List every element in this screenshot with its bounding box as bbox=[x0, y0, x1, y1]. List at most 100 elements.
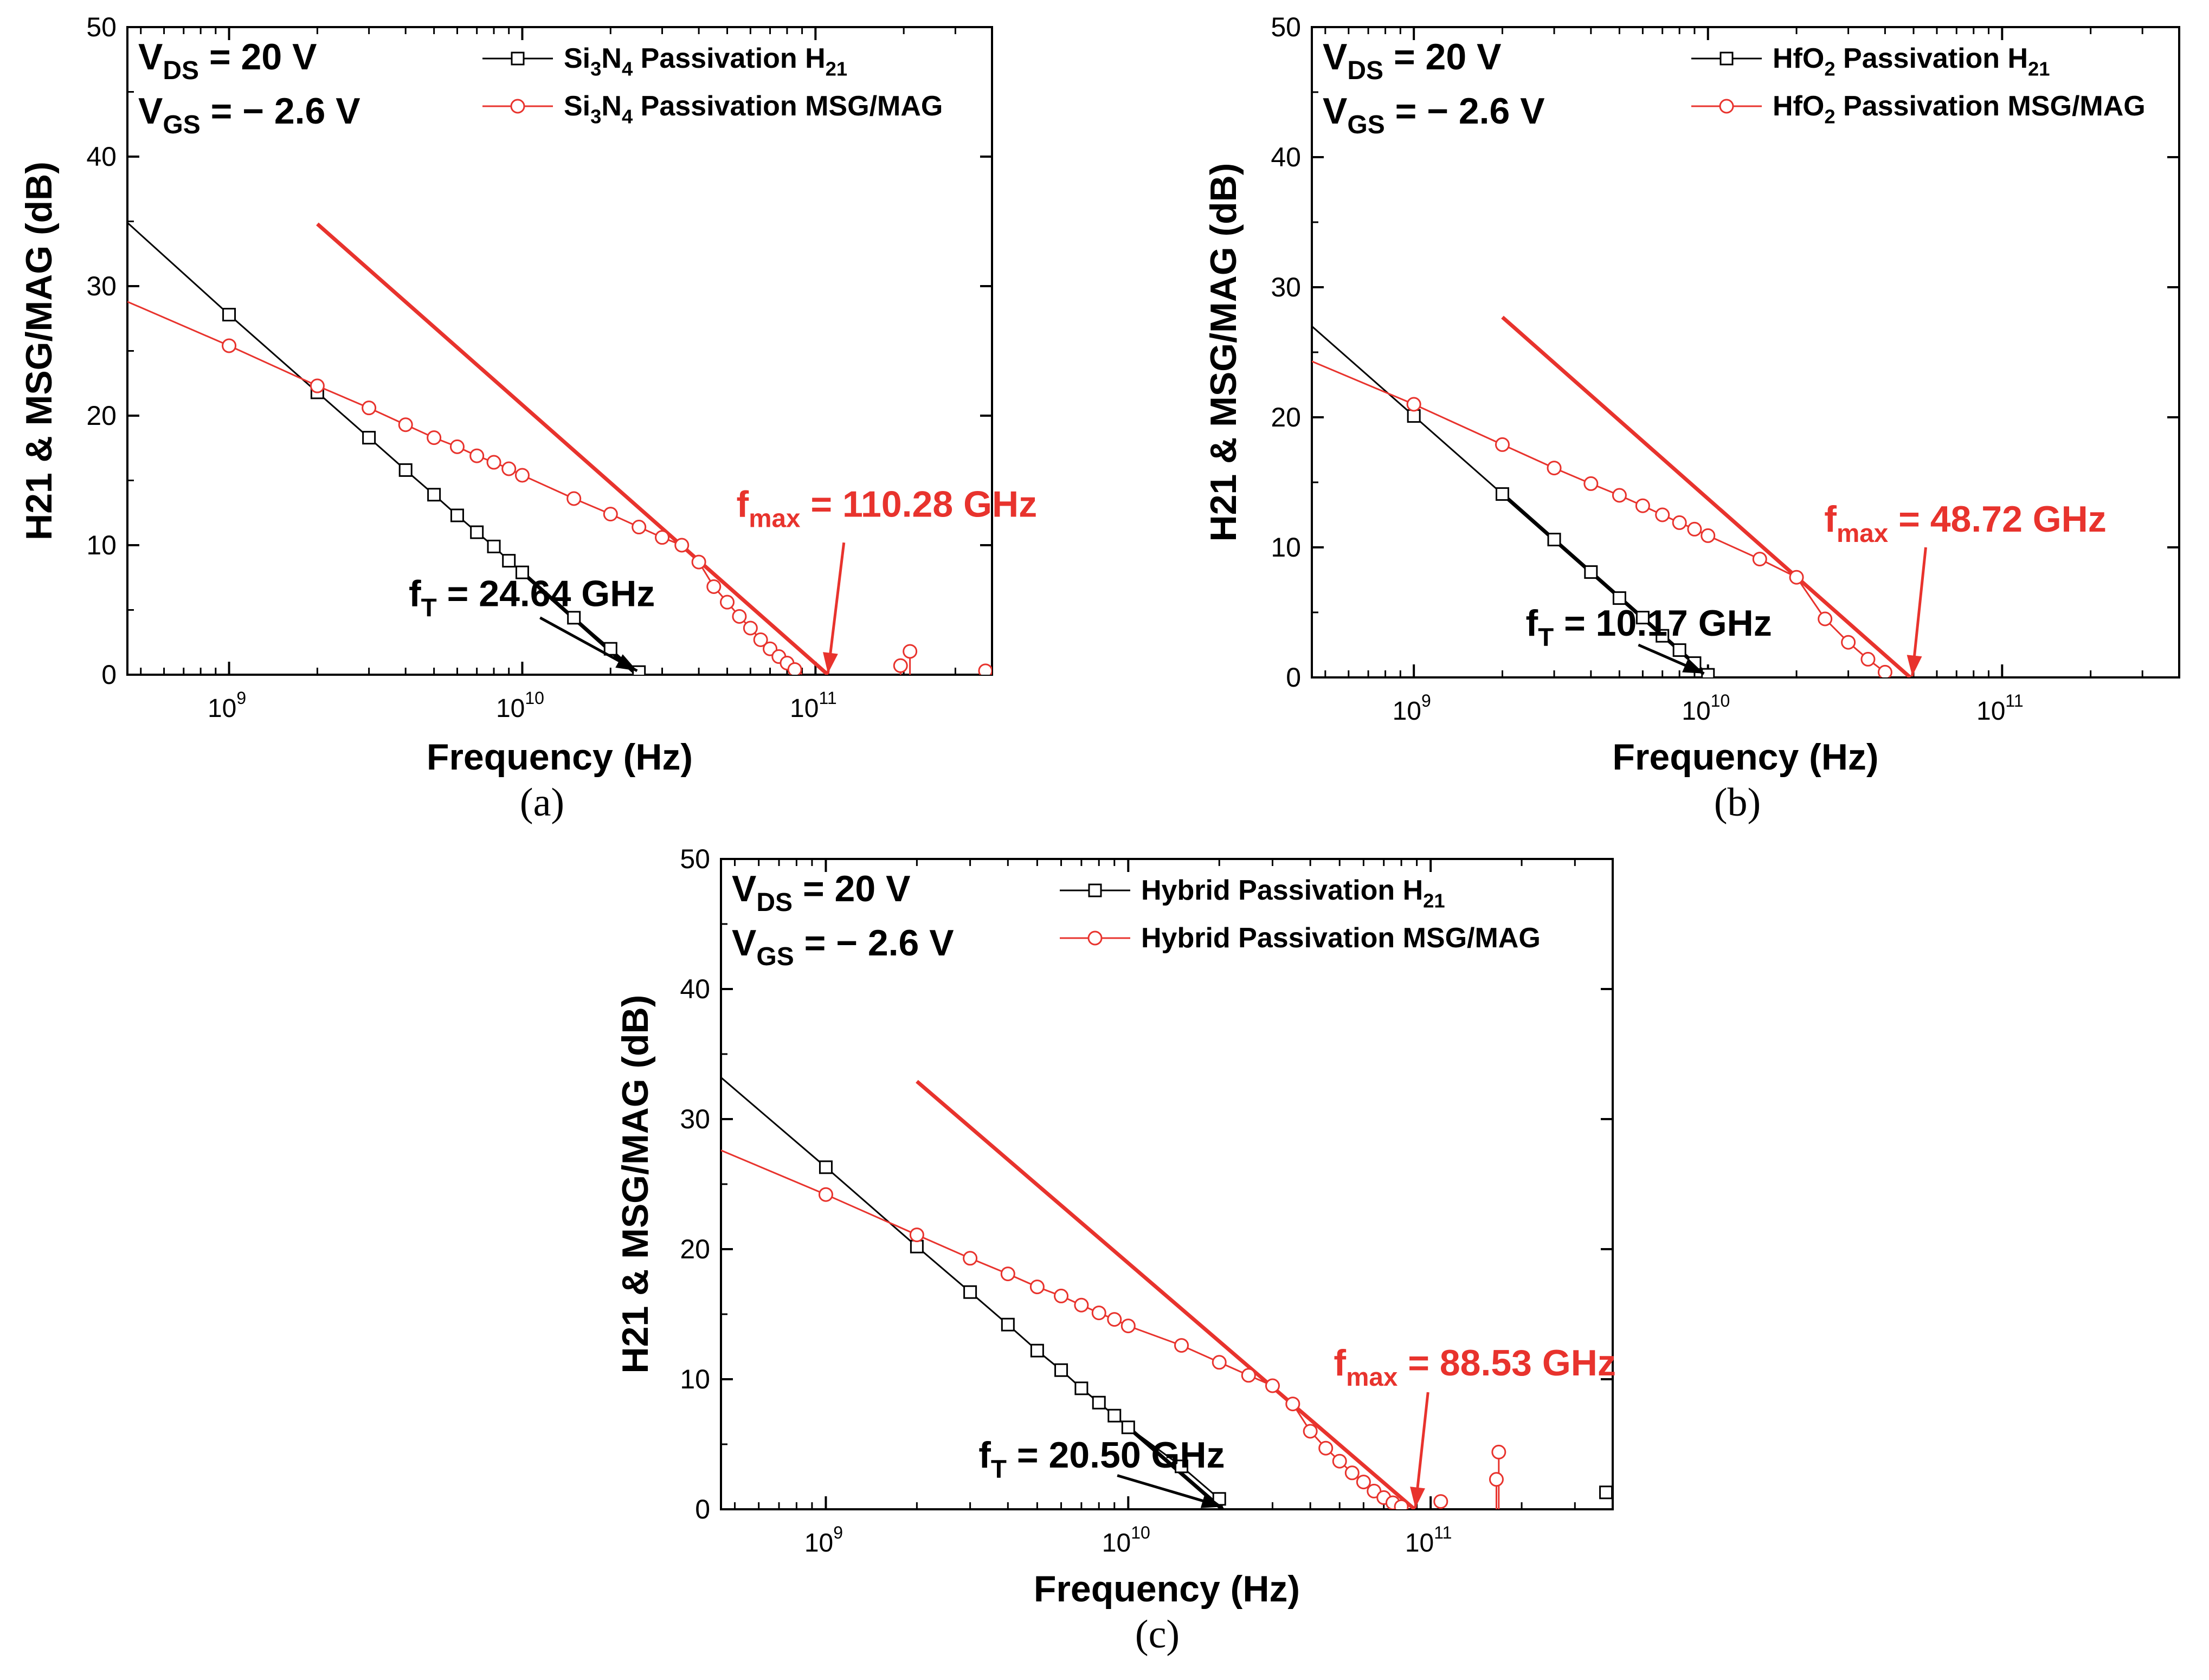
data-point bbox=[450, 508, 464, 522]
legend-label-run: Passivation MSG/MAG bbox=[1836, 91, 2146, 122]
y-tick-label: 10 bbox=[680, 1364, 710, 1394]
data-point bbox=[566, 491, 582, 506]
x-tick-base: 10 bbox=[1102, 1529, 1131, 1558]
data-point bbox=[470, 525, 484, 539]
data-point bbox=[1030, 1343, 1044, 1358]
data-point bbox=[1672, 515, 1687, 530]
y-tick-label: 0 bbox=[101, 660, 117, 690]
data-point bbox=[674, 538, 690, 553]
legend-label: HfO2 Passivation H21 bbox=[1773, 43, 2050, 80]
x-axis-label: Frequency (Hz) bbox=[1034, 1568, 1300, 1610]
data-point bbox=[1054, 1363, 1068, 1377]
data-point bbox=[632, 520, 647, 535]
legend-label-run: HfO bbox=[1773, 91, 1824, 122]
data-point bbox=[398, 417, 413, 432]
y-tick-label: 50 bbox=[1271, 12, 1301, 42]
annotation-arrow-head bbox=[823, 652, 838, 674]
data-point bbox=[1701, 528, 1716, 543]
x-tick-exp: 11 bbox=[1434, 1523, 1452, 1542]
x-tick-base: 10 bbox=[804, 1529, 833, 1558]
plot-area bbox=[721, 1077, 1613, 1509]
legend-marker bbox=[1088, 883, 1102, 897]
data-point bbox=[691, 554, 706, 570]
y-tick-label: 30 bbox=[680, 1104, 710, 1134]
legend-label-run: 3 bbox=[590, 58, 601, 80]
annotation-f-max: fmax = 88.53 GHz bbox=[1334, 1342, 1616, 1508]
x-tick-label: 1010 bbox=[1682, 691, 1730, 726]
bias-vgs: VGS = − 2.6 V bbox=[138, 91, 360, 139]
data-point bbox=[910, 1239, 924, 1253]
legend-marker bbox=[1719, 51, 1734, 66]
data-point bbox=[222, 338, 237, 353]
annotation-text-run: f bbox=[1525, 603, 1538, 644]
legend-label: Si3N4 Passivation MSG/MAG bbox=[564, 91, 943, 128]
x-tick-label: 109 bbox=[1393, 691, 1431, 726]
data-point bbox=[1054, 1288, 1069, 1303]
data-point bbox=[1074, 1297, 1089, 1313]
legend-label-run: 21 bbox=[1423, 890, 1445, 912]
bias-vds: VDS = 20 V bbox=[1323, 36, 1501, 85]
data-point bbox=[893, 658, 908, 673]
data-point bbox=[1584, 565, 1598, 579]
data-point bbox=[1818, 611, 1833, 626]
y-tick-label: 20 bbox=[1271, 402, 1301, 432]
data-point bbox=[1672, 643, 1686, 657]
y-tick-label: 10 bbox=[1271, 532, 1301, 563]
legend-label-run: N bbox=[601, 43, 622, 74]
annotation-f-max: fmax = 110.28 GHz bbox=[737, 483, 1037, 674]
y-tick-label: 0 bbox=[695, 1494, 710, 1524]
legend-marker bbox=[1087, 931, 1103, 946]
data-point bbox=[1107, 1408, 1122, 1423]
legend-label-run: 2 bbox=[1824, 58, 1835, 80]
legend-label: Hybrid Passivation H21 bbox=[1141, 875, 1445, 912]
data-point bbox=[1656, 629, 1670, 643]
x-tick-exp: 9 bbox=[1421, 691, 1431, 710]
x-tick-base: 10 bbox=[496, 694, 525, 723]
legend-marker bbox=[510, 99, 525, 114]
annotation-text-run: = 48.72 GHz bbox=[1888, 499, 2107, 540]
data-point bbox=[1092, 1395, 1106, 1410]
data-point bbox=[819, 1160, 833, 1174]
bias-vgs: VGS = − 2.6 V bbox=[1323, 91, 1545, 139]
data-point bbox=[501, 461, 517, 476]
x-tick-exp: 10 bbox=[1711, 691, 1730, 710]
extrapolation-line bbox=[1501, 315, 1912, 677]
legend-label-run: Si bbox=[564, 43, 590, 74]
annotation-text-run: f bbox=[1334, 1342, 1346, 1384]
data-point bbox=[743, 621, 758, 636]
legend-entry: Hybrid Passivation MSG/MAG bbox=[1060, 922, 1541, 954]
x-tick-exp: 11 bbox=[2005, 691, 2023, 710]
annotation-text-run: = 110.28 GHz bbox=[800, 483, 1037, 525]
annotation-text-run: f bbox=[978, 1435, 991, 1476]
legend-label: HfO2 Passivation MSG/MAG bbox=[1773, 91, 2146, 128]
annotation-text-run: = 24.64 GHz bbox=[437, 573, 655, 614]
data-point bbox=[1074, 1381, 1089, 1395]
data-point bbox=[1495, 437, 1510, 452]
data-point bbox=[1635, 611, 1650, 625]
data-point bbox=[706, 579, 722, 594]
data-point bbox=[487, 539, 501, 553]
legend-label-run: 4 bbox=[622, 58, 633, 80]
data-point bbox=[427, 488, 441, 502]
y-tick-label: 40 bbox=[86, 141, 117, 172]
annotation-text: fmax = 48.72 GHz bbox=[1824, 499, 2106, 548]
data-point bbox=[1120, 1319, 1136, 1334]
data-point bbox=[1394, 1499, 1409, 1509]
annotation-text-run: f bbox=[1824, 499, 1837, 540]
annotation-text: fmax = 88.53 GHz bbox=[1334, 1342, 1615, 1392]
annotation-f-T: fT = 20.50 GHz bbox=[978, 1435, 1225, 1508]
data-point bbox=[1789, 570, 1804, 585]
annotation-text-run: T bbox=[1538, 623, 1554, 652]
data-point bbox=[818, 1187, 833, 1202]
x-tick-label: 109 bbox=[804, 1523, 843, 1558]
annotation-f-max: fmax = 48.72 GHz bbox=[1824, 499, 2107, 676]
annotation-text: fT = 20.50 GHz bbox=[978, 1435, 1225, 1484]
data-point bbox=[1121, 1420, 1135, 1435]
data-point bbox=[1433, 1494, 1448, 1509]
data-point bbox=[449, 439, 465, 454]
data-point bbox=[1029, 1280, 1045, 1295]
x-tick-label: 1010 bbox=[1102, 1523, 1150, 1558]
data-point bbox=[1212, 1355, 1227, 1370]
legend-label-run: 4 bbox=[622, 106, 633, 128]
